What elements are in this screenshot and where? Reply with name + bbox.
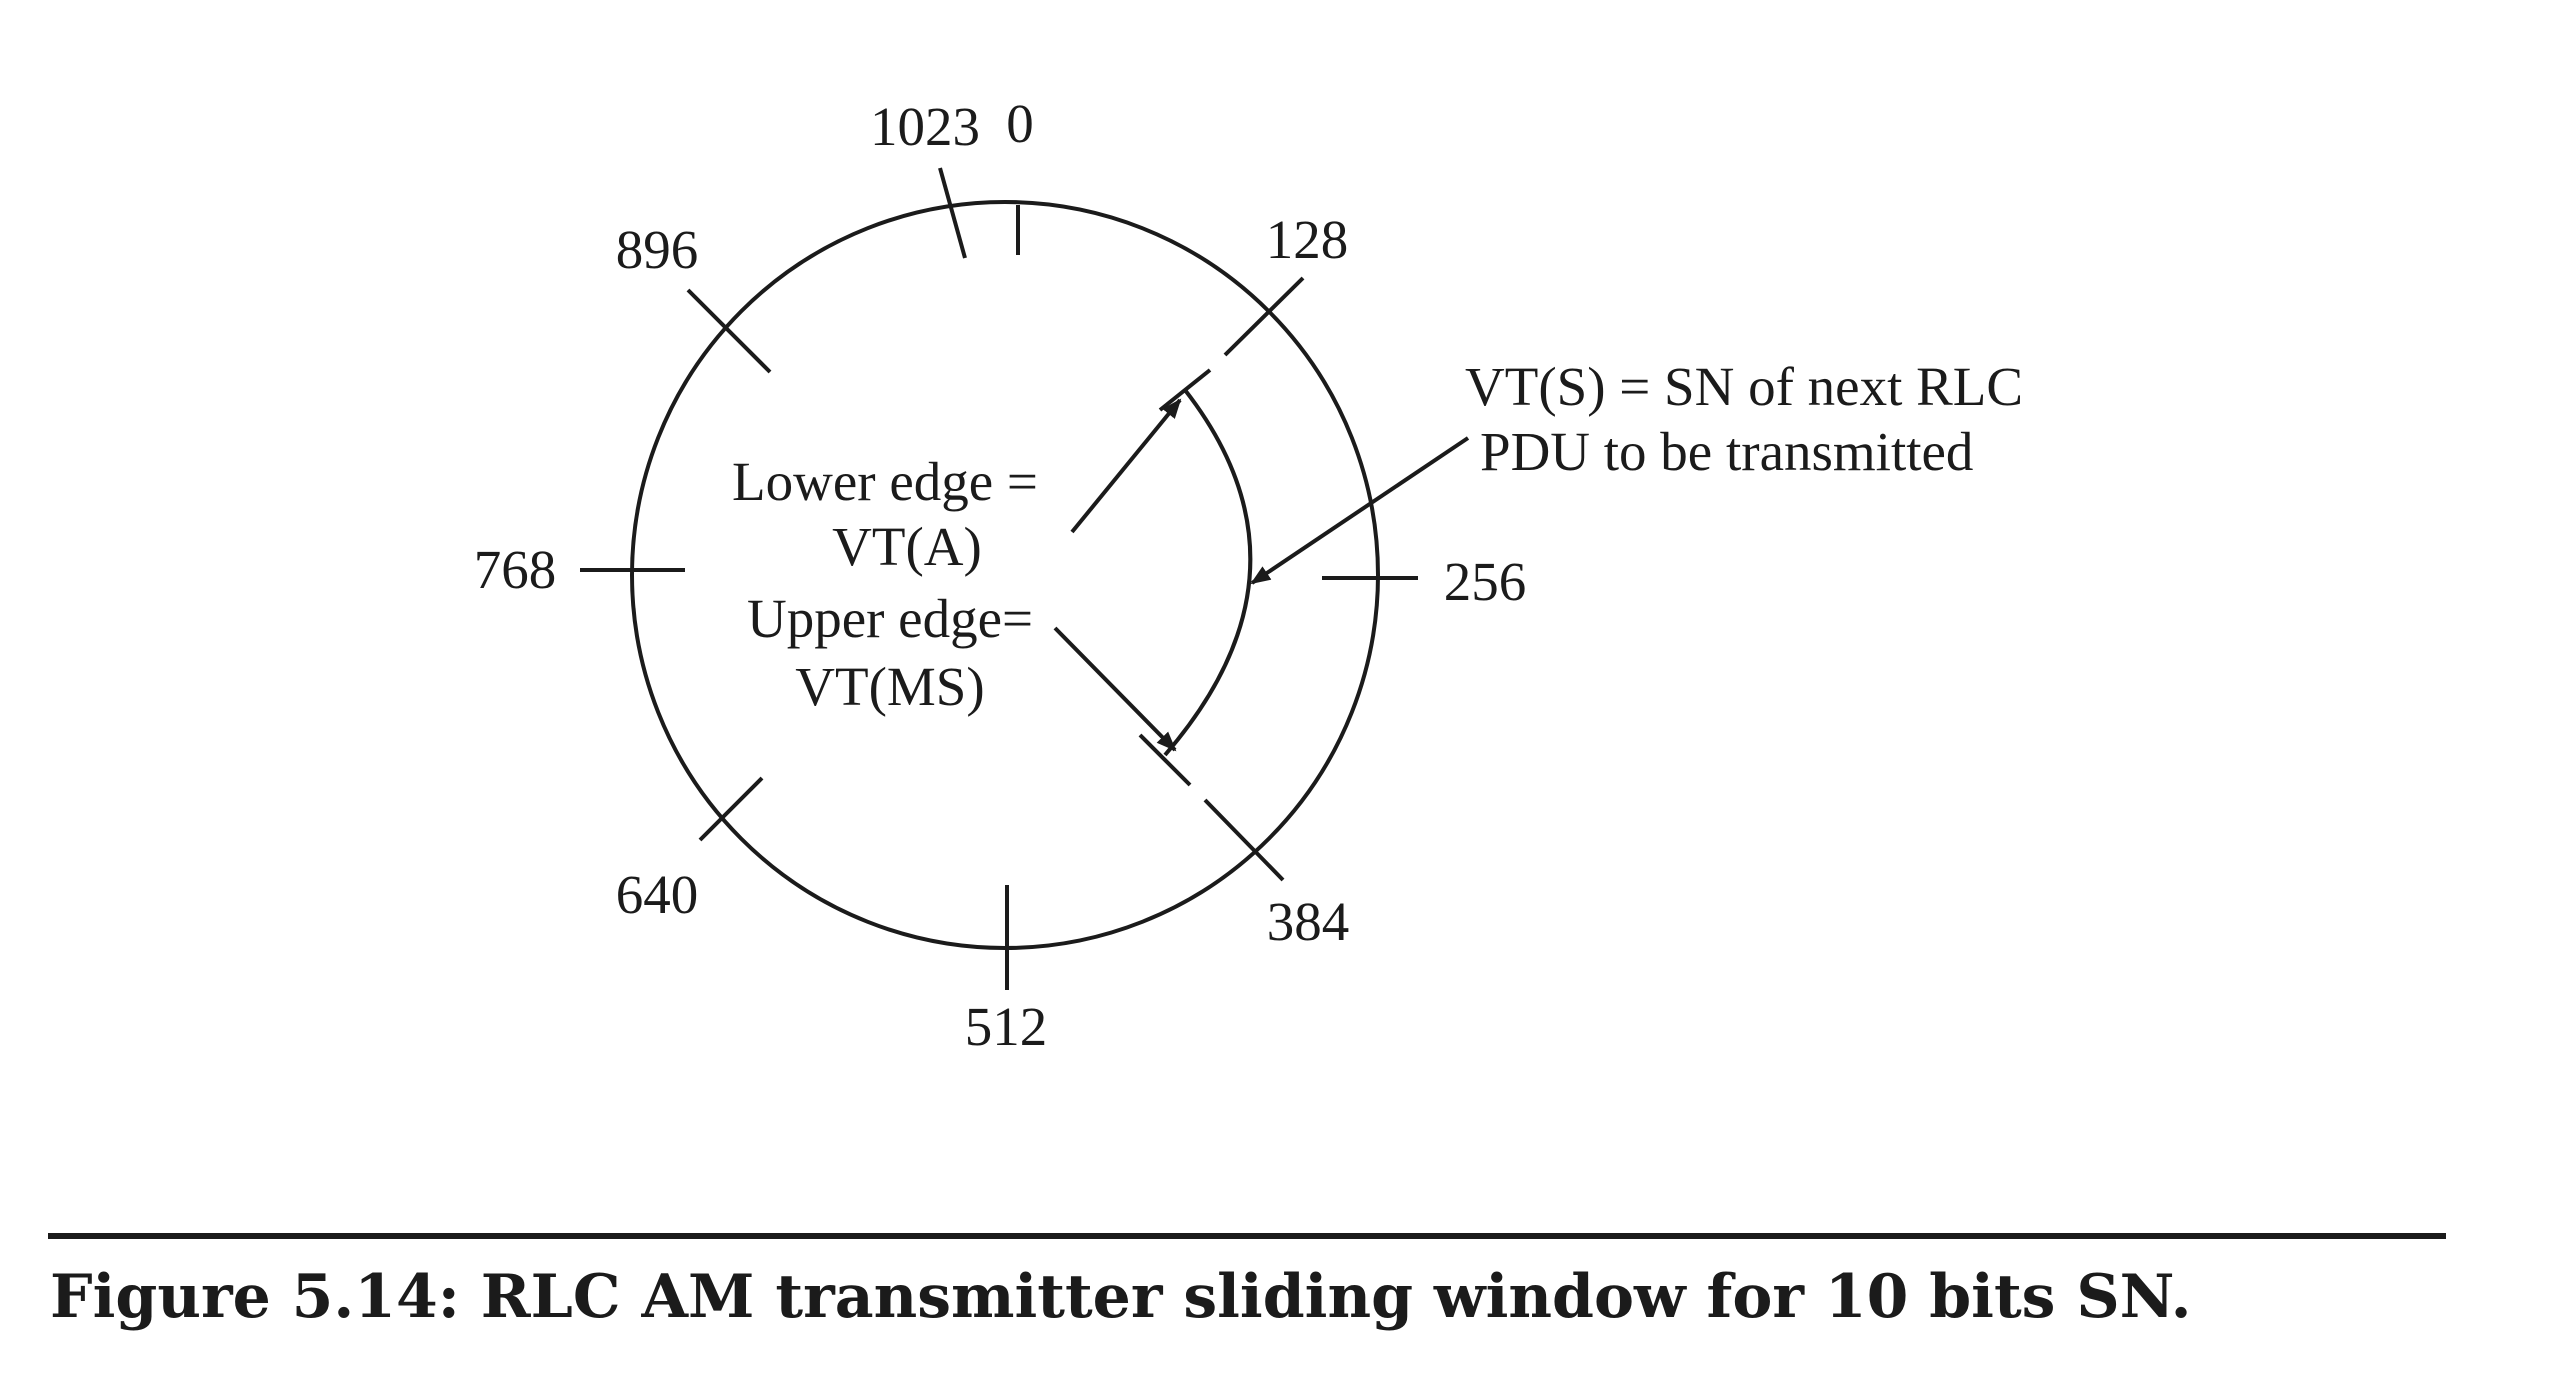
tick-label-384: 384 [1267, 891, 1350, 952]
figure-caption: Figure 5.14: RLC AM transmitter sliding … [50, 1262, 2192, 1332]
upper-edge-value: VT(MS) [795, 656, 984, 717]
tick-label-512: 512 [965, 996, 1048, 1057]
upper-edge-arrow [1053, 626, 1177, 752]
lower-edge-value: VT(A) [832, 516, 982, 577]
upper-edge-label: Upper edge= [747, 588, 1033, 649]
tick-896 [686, 288, 772, 374]
tick-label-896: 896 [616, 219, 699, 280]
vts-arrow [1250, 436, 1470, 585]
sequence-number-wheel-diagram: 0 1023 128 256 384 512 640 768 896 Lower… [474, 93, 2023, 1057]
window-arc [1163, 388, 1253, 757]
tick-128-outer [1223, 276, 1305, 357]
lower-edge-arrow [1070, 398, 1182, 534]
tick-1023 [938, 167, 967, 259]
tick-label-640: 640 [616, 864, 699, 925]
tick-384-outer [1203, 798, 1285, 882]
tick-label-256: 256 [1444, 551, 1527, 612]
tick-label-1023: 1023 [870, 96, 980, 157]
vts-label-line1: VT(S) = SN of next RLC [1465, 356, 2023, 417]
tick-label-128: 128 [1266, 209, 1349, 270]
tick-384-inner [1138, 733, 1192, 787]
vts-label-line2: PDU to be transmitted [1480, 421, 1973, 482]
tick-640 [698, 776, 764, 842]
lower-edge-label: Lower edge = [732, 451, 1038, 512]
tick-label-768: 768 [474, 539, 557, 600]
tick-label-0: 0 [1006, 93, 1034, 154]
caption-rule [48, 1233, 2446, 1239]
